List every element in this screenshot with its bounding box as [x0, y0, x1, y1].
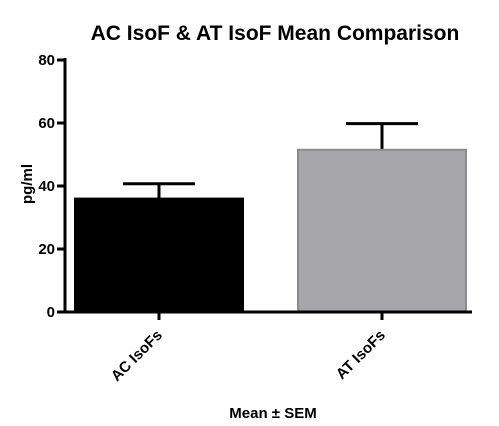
y-tick-label: 60	[38, 115, 55, 132]
x-axis: AC IsoFs AT IsoFs	[63, 310, 472, 385]
error-bars	[123, 122, 418, 199]
category-label: AC IsoFs	[108, 327, 166, 385]
chart-title: AC IsoF & AT IsoF Mean Comparison	[91, 22, 460, 45]
y-tick-label: 80	[38, 52, 55, 69]
bars	[74, 148, 467, 314]
y-axis: 0 20 40 60 80	[38, 52, 67, 321]
x-axis-label: Mean ± SEM	[229, 405, 316, 422]
category-label: AT IsoFs	[333, 327, 389, 383]
y-axis-label: pg/ml	[19, 164, 36, 204]
bar-at-isofs	[297, 148, 467, 313]
y-tick-label: 0	[47, 304, 55, 321]
y-tick-label: 40	[38, 178, 55, 195]
y-tick-label: 20	[38, 241, 55, 258]
bar-ac-isofs	[74, 197, 244, 314]
